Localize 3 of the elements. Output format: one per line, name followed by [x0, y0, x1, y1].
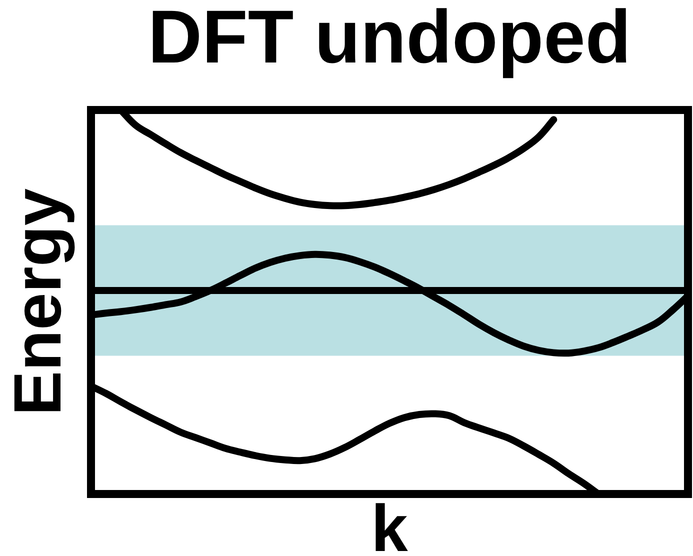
chart-title: DFT undoped — [148, 0, 632, 79]
y-axis-title: Energy — [0, 188, 76, 416]
x-axis-title: k — [371, 491, 408, 556]
